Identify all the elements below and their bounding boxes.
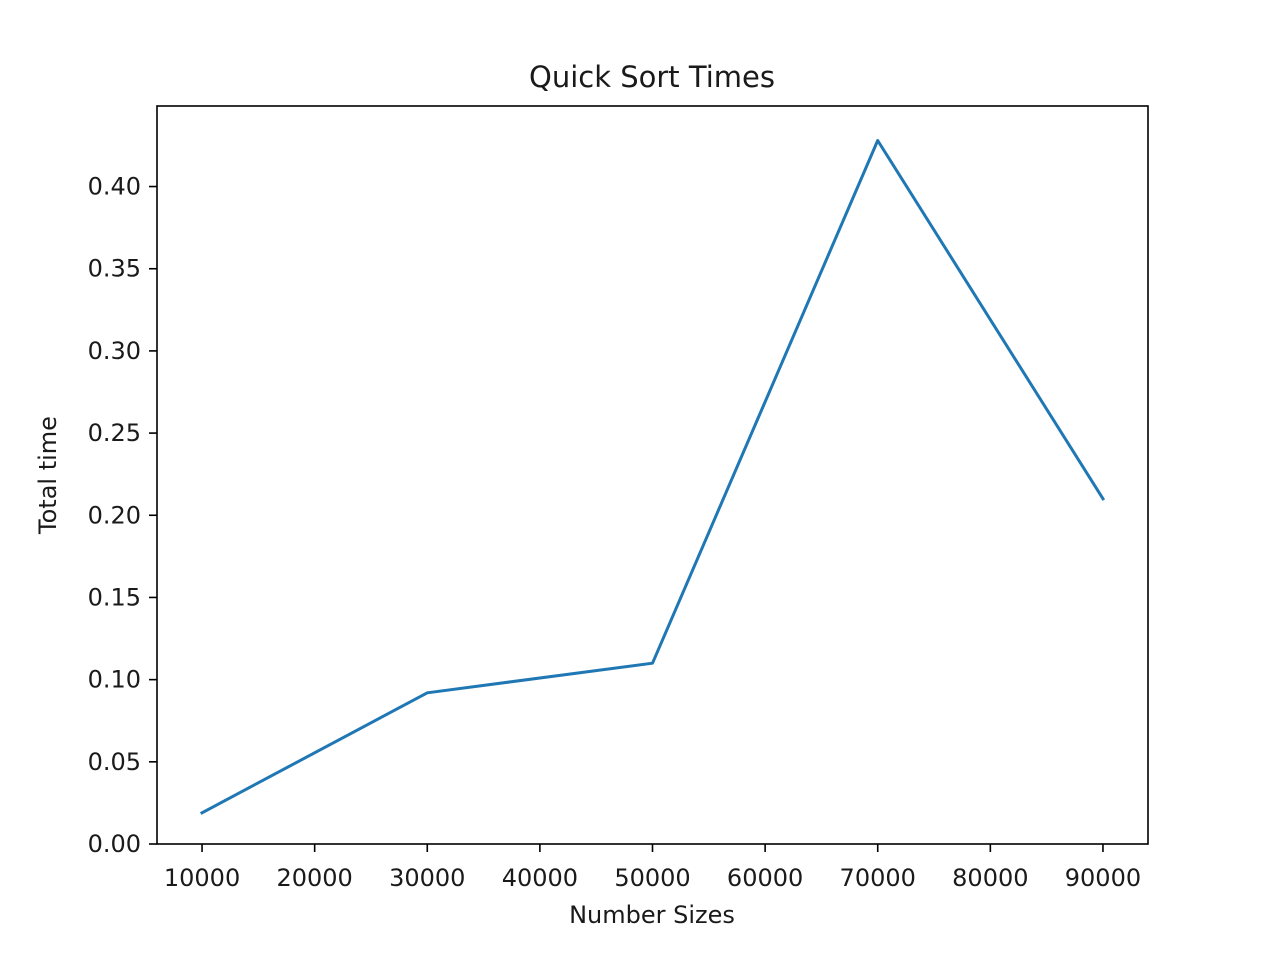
y-tick-label: 0.20 [88,501,141,529]
y-tick-label: 0.25 [88,419,141,447]
y-tick-label: 0.30 [88,337,141,365]
x-tick-label: 30000 [389,864,465,892]
x-axis-label: Number Sizes [569,901,735,929]
x-tick-label: 50000 [614,864,690,892]
y-tick-label: 0.40 [88,173,141,201]
x-tick-label: 90000 [1065,864,1141,892]
x-tick-label: 60000 [727,864,803,892]
y-tick-label: 0.15 [88,583,141,611]
y-tick-label: 0.35 [88,255,141,283]
x-tick-label: 70000 [840,864,916,892]
x-tick-label: 20000 [276,864,352,892]
x-tick-label: 10000 [164,864,240,892]
y-tick-label: 0.10 [88,666,141,694]
y-tick-label: 0.00 [88,830,141,858]
y-axis-label: Total time [34,416,62,535]
x-tick-label: 40000 [502,864,578,892]
y-axis-ticks: 0.00 0.05 0.10 0.15 0.20 0.25 0.30 0.35 0.40 [88,173,157,858]
plot-background [157,106,1148,844]
x-axis-ticks: 10000 20000 30000 40000 50000 60000 70000 80000… [164,844,1141,892]
chart-title: Quick Sort Times [529,60,775,94]
y-tick-label: 0.05 [88,748,141,776]
x-tick-label: 80000 [952,864,1028,892]
